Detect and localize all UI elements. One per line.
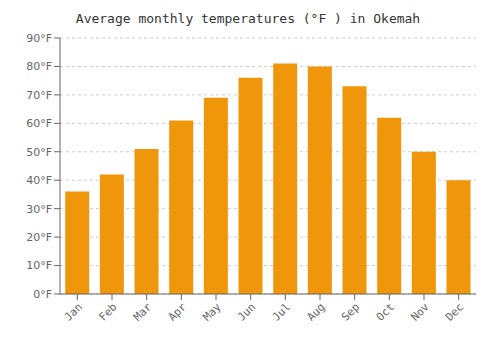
svg-text:20°F: 20°F: [26, 231, 52, 244]
svg-text:Mar: Mar: [131, 300, 155, 324]
svg-text:Jul: Jul: [270, 300, 293, 323]
svg-text:Sep: Sep: [339, 300, 362, 323]
svg-text:Nov: Nov: [408, 300, 432, 324]
svg-text:0°F: 0°F: [33, 288, 52, 301]
svg-text:Oct: Oct: [374, 300, 397, 323]
svg-text:Apr: Apr: [166, 300, 190, 324]
svg-text:60°F: 60°F: [26, 117, 52, 130]
svg-text:40°F: 40°F: [26, 174, 52, 187]
svg-text:Jun: Jun: [235, 300, 258, 323]
svg-text:10°F: 10°F: [26, 259, 52, 272]
svg-text:30°F: 30°F: [26, 203, 52, 216]
svg-text:Dec: Dec: [443, 300, 466, 323]
svg-text:Jan: Jan: [62, 300, 85, 323]
svg-text:May: May: [200, 300, 224, 324]
svg-text:50°F: 50°F: [26, 146, 52, 159]
svg-text:80°F: 80°F: [26, 60, 52, 73]
svg-text:Feb: Feb: [96, 300, 119, 323]
svg-text:Aug: Aug: [304, 300, 327, 323]
svg-text:90°F: 90°F: [26, 32, 52, 45]
html-text:Average monthly temperatures (: Average monthly temperatures (°F ) in Ok…: [75, 11, 421, 26]
svg-text:70°F: 70°F: [26, 89, 52, 102]
